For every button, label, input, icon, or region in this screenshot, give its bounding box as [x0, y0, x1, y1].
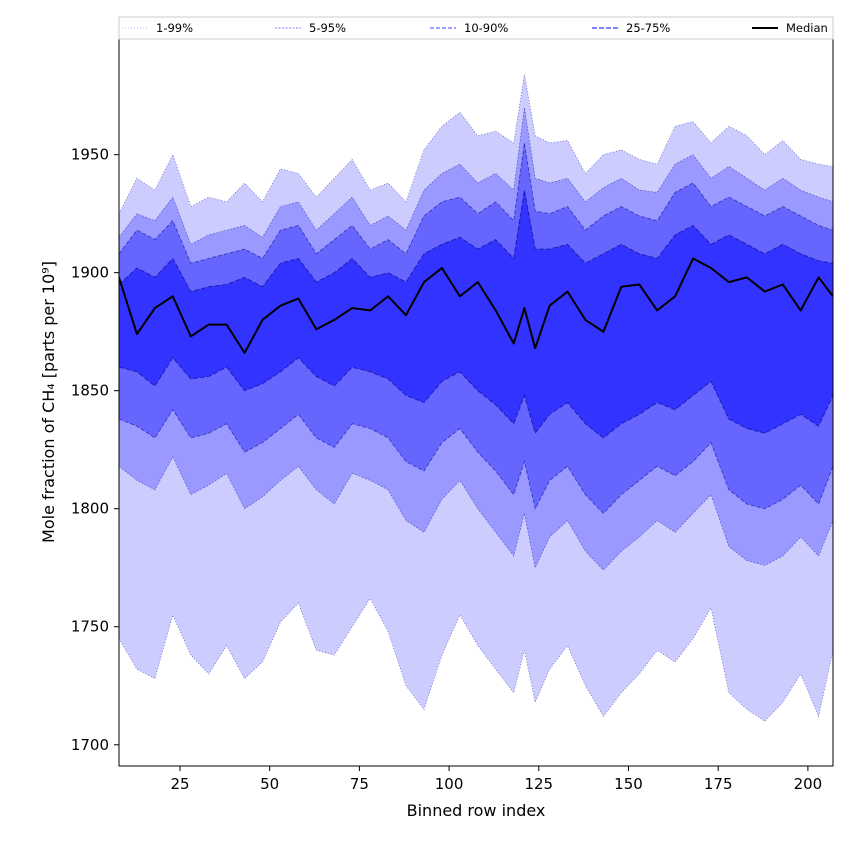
median-point [405, 314, 407, 316]
x-axis: 25 50 75 100 125 150 175 200 [170, 766, 822, 793]
x-tick-label: 100 [435, 775, 464, 793]
band-2-lower-edge [119, 456, 833, 571]
median-point [279, 305, 282, 307]
median-point [369, 309, 371, 311]
median-point [315, 328, 317, 330]
y-tick-label: 1850 [71, 382, 109, 400]
median-point [656, 309, 658, 311]
x-axis-label: Binned row index [407, 801, 546, 820]
median-point [441, 267, 443, 269]
median-point [674, 295, 676, 297]
y-tick-label: 1700 [71, 736, 109, 754]
median-point [710, 267, 712, 269]
band-4-lower-edge [119, 356, 833, 439]
median-point [136, 333, 138, 335]
legend-label: 5-95% [309, 21, 346, 35]
legend-frame [118, 16, 834, 40]
y-tick-label: 1900 [71, 264, 109, 282]
legend-label: Median [786, 21, 828, 35]
percentile-bands [119, 74, 833, 722]
legend: 1-99% 5-95% 10-90% 25-75% Median [118, 16, 834, 40]
band-3-upper-edge [119, 142, 833, 264]
band-2-upper-edge [119, 107, 833, 245]
median-point [172, 295, 174, 297]
median-point [566, 291, 569, 293]
median-point [549, 305, 551, 307]
median-point [620, 286, 622, 288]
x-tick-label: 75 [350, 775, 369, 793]
band-3-lower-edge [119, 408, 833, 515]
median-point [584, 319, 587, 321]
median-point [800, 309, 802, 311]
median-point [423, 281, 425, 283]
band-1-upper-edge [119, 74, 833, 214]
median-point [459, 295, 461, 297]
legend-label: 1-99% [156, 21, 193, 35]
x-tick-label: 125 [524, 775, 553, 793]
median-point [602, 331, 605, 333]
y-tick-label: 1750 [71, 618, 109, 636]
legend-label: 25-75% [626, 21, 670, 35]
x-tick-label: 150 [614, 775, 643, 793]
median-point [351, 307, 353, 309]
band-4-upper-edge [119, 190, 833, 293]
median-point [208, 324, 210, 326]
x-tick-label: 50 [260, 775, 279, 793]
y-tick-label: 1800 [71, 500, 109, 518]
y-axis-label: Mole fraction of CH₄ [parts per 10⁹] [39, 261, 58, 543]
median-point [190, 335, 192, 337]
median-point [244, 352, 246, 354]
median-point [261, 319, 264, 321]
x-tick-label: 200 [794, 775, 823, 793]
median-line [119, 257, 833, 354]
median-point [534, 347, 536, 349]
median-point [818, 276, 820, 278]
median-point [523, 307, 526, 309]
median-point [297, 298, 299, 300]
median-point [692, 257, 694, 260]
legend-label: 10-90% [464, 21, 508, 35]
median-point [477, 281, 479, 283]
median-point [513, 342, 515, 345]
median-point [387, 295, 389, 297]
median-point [333, 319, 335, 321]
median-point [764, 291, 766, 293]
median-point [154, 307, 156, 309]
median-point [638, 283, 640, 286]
median-point [728, 281, 730, 283]
y-axis: 1700 1750 1800 1850 1900 1950 [71, 146, 119, 754]
band-4-area [119, 190, 833, 438]
median-point [226, 324, 228, 326]
x-tick-label: 25 [170, 775, 189, 793]
median-point [746, 276, 748, 278]
x-tick-label: 175 [704, 775, 733, 793]
y-tick-label: 1950 [71, 146, 109, 164]
median-point [495, 309, 497, 311]
band-1-lower-edge [119, 597, 833, 722]
median-point [782, 283, 784, 286]
